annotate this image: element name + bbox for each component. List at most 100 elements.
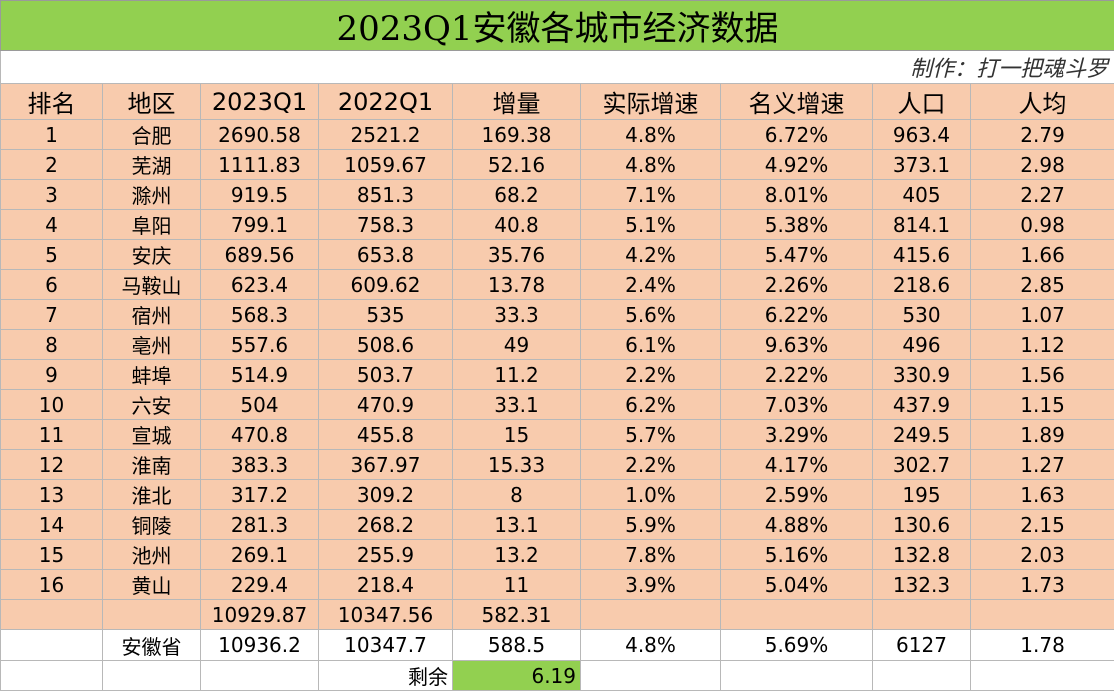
cell-q1-2022[interactable]: 508.6 [319,330,453,360]
cell-rank[interactable]: 10 [1,390,103,420]
cell-rank[interactable]: 7 [1,300,103,330]
credit-line[interactable]: 制作：打一把魂斗罗 [1,51,1114,84]
cell-per-capita[interactable]: 1.73 [971,570,1114,600]
cell-real-growth[interactable]: 5.9% [581,510,721,540]
cell-rank[interactable]: 14 [1,510,103,540]
cell-per-capita[interactable]: 2.03 [971,540,1114,570]
cell-per-capita[interactable]: 2.15 [971,510,1114,540]
sum-cell-region[interactable] [103,600,201,630]
column-header-population[interactable]: 人口 [873,84,971,120]
province-cell-real-growth[interactable]: 4.8% [581,630,721,661]
cell-q1-2023[interactable]: 383.3 [201,450,319,480]
cell-increase[interactable]: 52.16 [453,150,581,180]
cell-increase[interactable]: 13.2 [453,540,581,570]
cell-increase[interactable]: 35.76 [453,240,581,270]
cell-nominal-growth[interactable]: 5.38% [721,210,873,240]
cell-region[interactable]: 滁州 [103,180,201,210]
column-header-region[interactable]: 地区 [103,84,201,120]
cell-q1-2023[interactable]: 281.3 [201,510,319,540]
cell-per-capita[interactable]: 1.07 [971,300,1114,330]
cell-nominal-growth[interactable]: 6.72% [721,120,873,150]
cell-q1-2023[interactable]: 317.2 [201,480,319,510]
cell-real-growth[interactable]: 7.8% [581,540,721,570]
cell-per-capita[interactable]: 1.56 [971,360,1114,390]
cell-per-capita[interactable]: 1.63 [971,480,1114,510]
cell-region[interactable]: 铜陵 [103,510,201,540]
cell-population[interactable]: 963.4 [873,120,971,150]
empty-cell[interactable] [971,661,1114,691]
cell-real-growth[interactable]: 4.2% [581,240,721,270]
cell-population[interactable]: 373.1 [873,150,971,180]
cell-real-growth[interactable]: 5.1% [581,210,721,240]
sum-cell-q1-2022[interactable]: 10347.56 [319,600,453,630]
cell-nominal-growth[interactable]: 7.03% [721,390,873,420]
cell-nominal-growth[interactable]: 2.22% [721,360,873,390]
cell-q1-2022[interactable]: 367.97 [319,450,453,480]
cell-region[interactable]: 淮南 [103,450,201,480]
cell-per-capita[interactable]: 1.12 [971,330,1114,360]
cell-region[interactable]: 阜阳 [103,210,201,240]
province-cell-nominal-growth[interactable]: 5.69% [721,630,873,661]
cell-real-growth[interactable]: 7.1% [581,180,721,210]
cell-q1-2023[interactable]: 269.1 [201,540,319,570]
cell-population[interactable]: 195 [873,480,971,510]
column-header-increase[interactable]: 增量 [453,84,581,120]
cell-q1-2023[interactable]: 799.1 [201,210,319,240]
cell-rank[interactable]: 5 [1,240,103,270]
cell-population[interactable]: 130.6 [873,510,971,540]
cell-real-growth[interactable]: 2.4% [581,270,721,300]
cell-population[interactable]: 132.3 [873,570,971,600]
empty-cell[interactable] [103,661,201,691]
cell-increase[interactable]: 33.1 [453,390,581,420]
province-cell-q1-2022[interactable]: 10347.7 [319,630,453,661]
column-header-q1-2022[interactable]: 2022Q1 [319,84,453,120]
cell-real-growth[interactable]: 3.9% [581,570,721,600]
cell-q1-2022[interactable]: 1059.67 [319,150,453,180]
cell-per-capita[interactable]: 1.15 [971,390,1114,420]
cell-real-growth[interactable]: 6.2% [581,390,721,420]
cell-rank[interactable]: 13 [1,480,103,510]
sum-cell-nominal-growth[interactable] [721,600,873,630]
cell-per-capita[interactable]: 2.85 [971,270,1114,300]
cell-increase[interactable]: 11.2 [453,360,581,390]
cell-increase[interactable]: 68.2 [453,180,581,210]
sum-cell-rank[interactable] [1,600,103,630]
column-header-real-growth[interactable]: 实际增速 [581,84,721,120]
cell-region[interactable]: 池州 [103,540,201,570]
column-header-rank[interactable]: 排名 [1,84,103,120]
remainder-value[interactable]: 6.19 [453,661,581,691]
cell-q1-2022[interactable]: 758.3 [319,210,453,240]
column-header-per-capita[interactable]: 人均 [971,84,1114,120]
sum-cell-population[interactable] [873,600,971,630]
cell-population[interactable]: 415.6 [873,240,971,270]
cell-per-capita[interactable]: 2.79 [971,120,1114,150]
cell-q1-2022[interactable]: 470.9 [319,390,453,420]
cell-nominal-growth[interactable]: 6.22% [721,300,873,330]
table-title[interactable]: 2023Q1安徽各城市经济数据 [1,1,1114,51]
cell-increase[interactable]: 13.78 [453,270,581,300]
cell-real-growth[interactable]: 2.2% [581,450,721,480]
cell-q1-2023[interactable]: 568.3 [201,300,319,330]
cell-q1-2022[interactable]: 309.2 [319,480,453,510]
cell-region[interactable]: 淮北 [103,480,201,510]
cell-q1-2023[interactable]: 470.8 [201,420,319,450]
province-cell-increase[interactable]: 588.5 [453,630,581,661]
cell-per-capita[interactable]: 2.27 [971,180,1114,210]
cell-nominal-growth[interactable]: 8.01% [721,180,873,210]
cell-rank[interactable]: 6 [1,270,103,300]
cell-region[interactable]: 六安 [103,390,201,420]
cell-population[interactable]: 132.8 [873,540,971,570]
cell-increase[interactable]: 40.8 [453,210,581,240]
cell-region[interactable]: 芜湖 [103,150,201,180]
cell-real-growth[interactable]: 1.0% [581,480,721,510]
cell-nominal-growth[interactable]: 5.04% [721,570,873,600]
cell-q1-2022[interactable]: 609.62 [319,270,453,300]
sum-cell-real-growth[interactable] [581,600,721,630]
column-header-nominal-growth[interactable]: 名义增速 [721,84,873,120]
cell-real-growth[interactable]: 2.2% [581,360,721,390]
province-cell-q1-2023[interactable]: 10936.2 [201,630,319,661]
cell-q1-2022[interactable]: 2521.2 [319,120,453,150]
cell-rank[interactable]: 8 [1,330,103,360]
cell-nominal-growth[interactable]: 5.47% [721,240,873,270]
cell-real-growth[interactable]: 5.7% [581,420,721,450]
